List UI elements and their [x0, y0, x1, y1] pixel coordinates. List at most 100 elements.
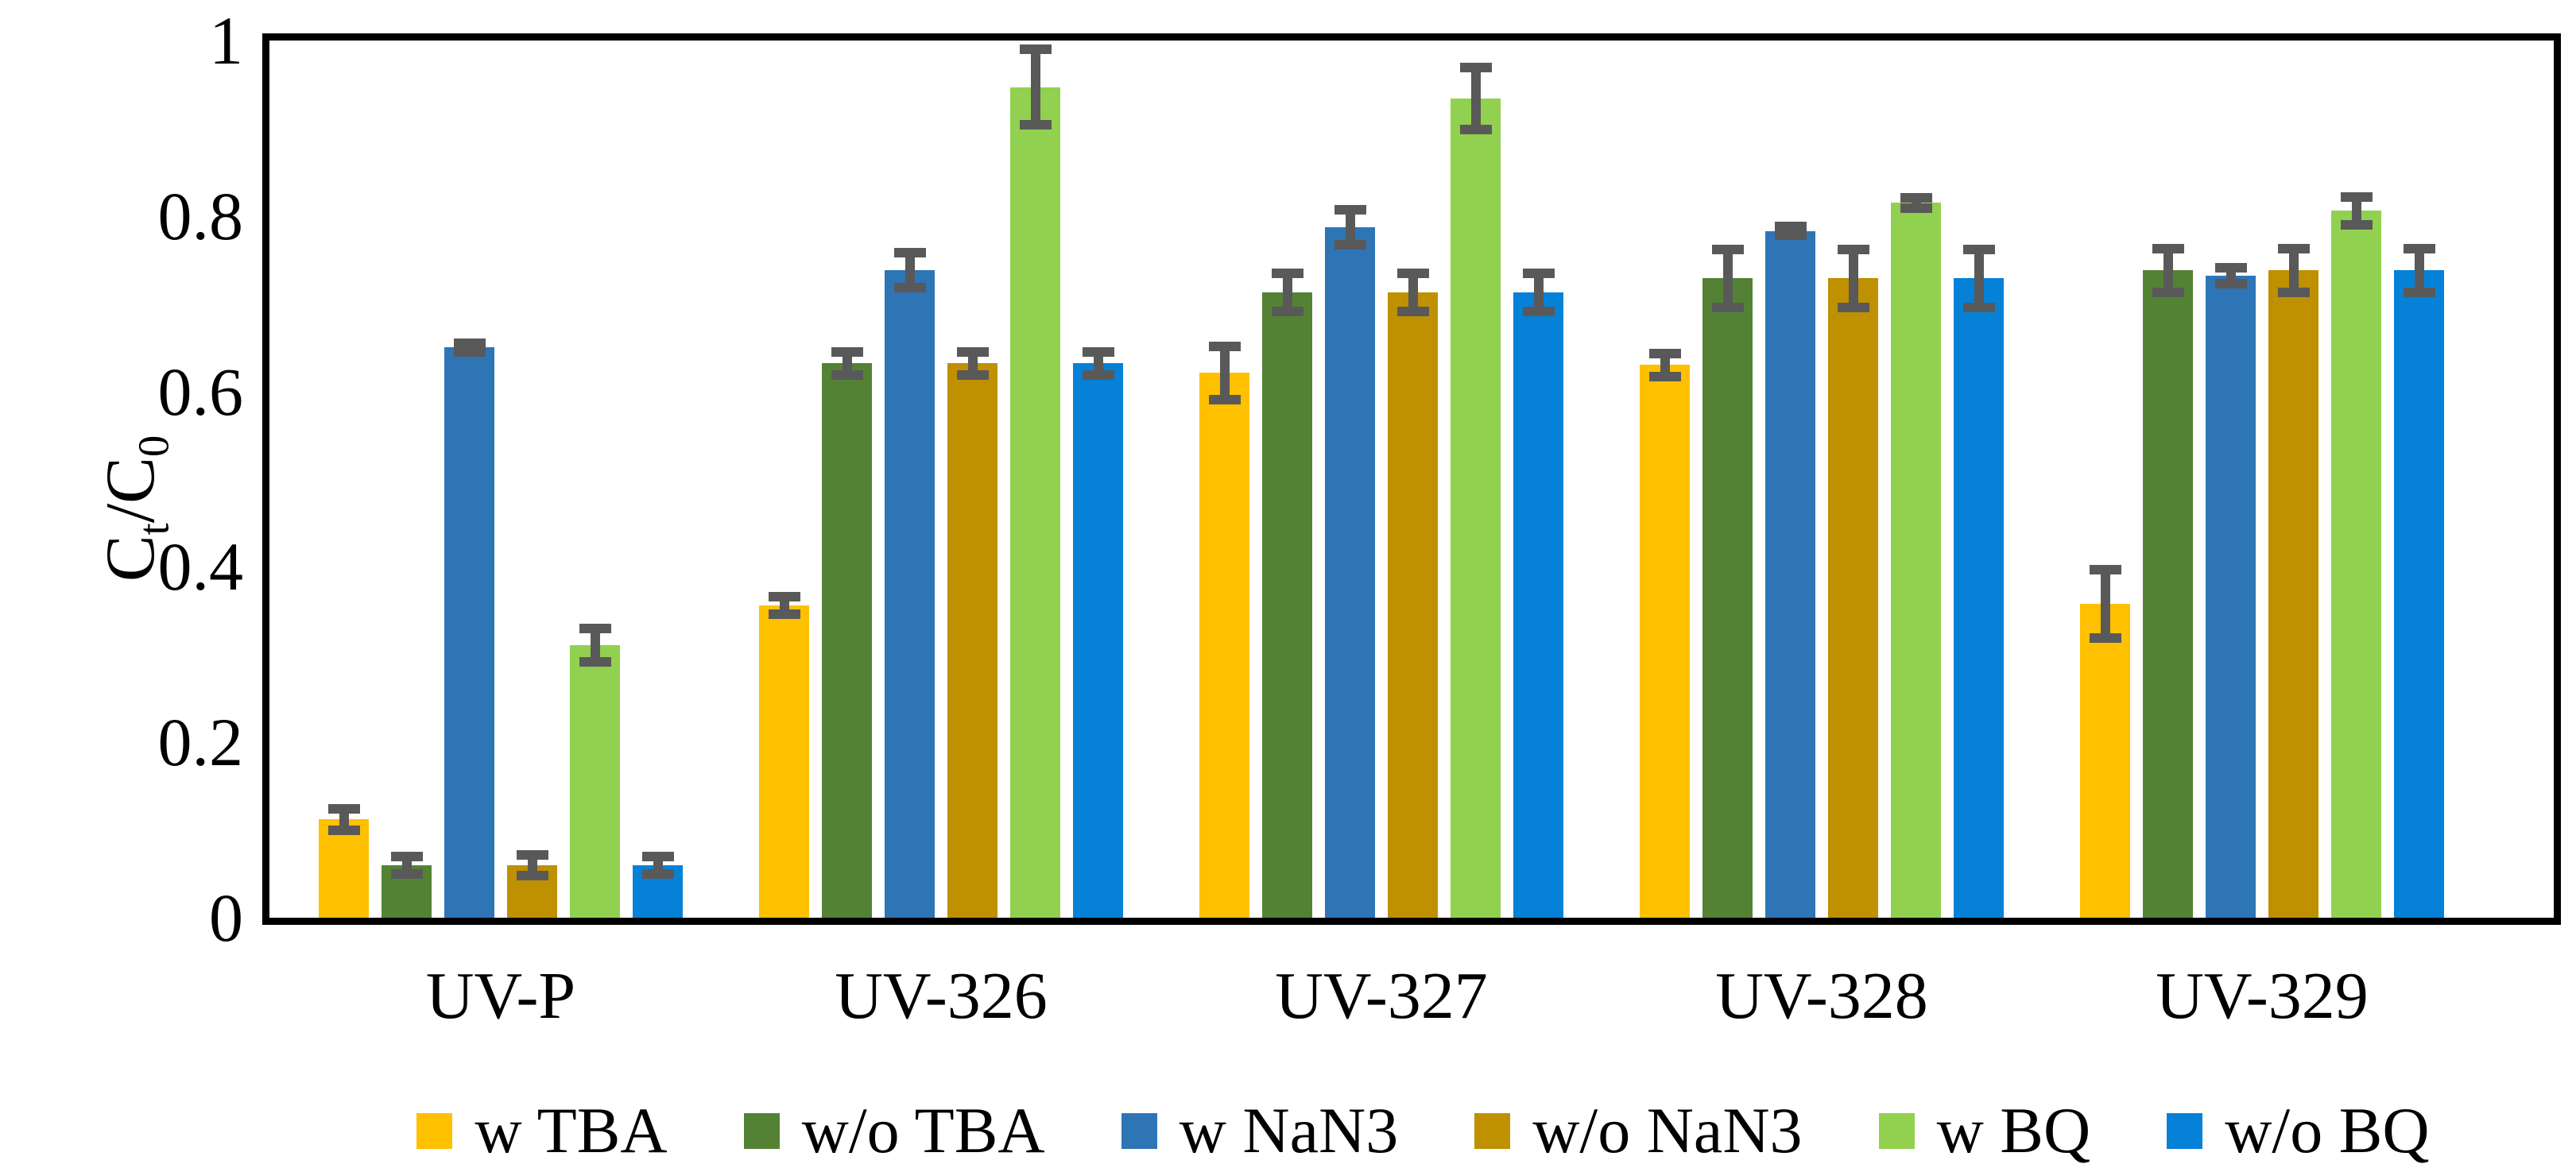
error-bar-line [590, 628, 600, 662]
bar [319, 819, 369, 918]
error-bar-cap [1962, 244, 1995, 254]
error-bar-cap [516, 871, 548, 880]
legend-swatch [1878, 1112, 1915, 1149]
error-bar-line [339, 809, 349, 830]
bar [759, 605, 809, 918]
error-bar-cap [1019, 119, 1052, 130]
x-category-label: UV-327 [1275, 959, 1488, 1033]
error-bar-line [1660, 354, 1670, 377]
error-bar-cap [327, 804, 360, 814]
error-bar-line [905, 253, 915, 288]
error-bar-line [1030, 49, 1040, 125]
error-bar-cap [1648, 349, 1681, 359]
error-bar-cap [2340, 191, 2373, 202]
error-bar-cap [453, 346, 486, 357]
x-category-label: UV-329 [2156, 959, 2369, 1033]
error-bar-cap [1271, 307, 1303, 317]
bar [1325, 227, 1375, 918]
error-bar-cap [1837, 302, 1869, 312]
bar [2080, 603, 2130, 918]
y-tick-label: 0.6 [157, 353, 244, 430]
error-bar-cap [831, 346, 863, 357]
error-bar-line [1282, 273, 1292, 312]
legend-label: w/o BQ [2225, 1094, 2430, 1166]
legend-item: w NaN3 [1121, 1095, 1398, 1166]
error-bar-cap [1774, 230, 1807, 241]
error-bar-cap [956, 369, 989, 380]
y-tick-label: 0.4 [157, 528, 244, 605]
error-bar-cap [1334, 205, 1366, 215]
error-bar-cap [2403, 287, 2435, 297]
error-bar-cap [2152, 287, 2184, 297]
error-bar-cap [2089, 564, 2121, 574]
y-tick-label: 0.2 [157, 704, 244, 781]
error-bar-line [527, 854, 537, 876]
bar [1262, 292, 1312, 918]
bar [1513, 292, 1563, 918]
error-bar-cap [516, 849, 548, 860]
error-bar-cap [1774, 222, 1807, 232]
legend-swatch [1474, 1112, 1511, 1149]
x-category-label: UV-326 [835, 959, 1048, 1033]
legend-label: w TBA [475, 1094, 668, 1166]
error-bar-cap [1082, 369, 1114, 380]
error-bar-cap [579, 623, 611, 633]
error-bar-line [842, 351, 852, 375]
error-bar-cap [1396, 268, 1429, 278]
legend-item: w/o BQ [2167, 1094, 2430, 1166]
error-bar-cap [1208, 394, 1241, 404]
bar [1010, 87, 1060, 918]
bar [1388, 292, 1438, 918]
bar [2331, 211, 2381, 918]
error-bar-cap [1522, 268, 1555, 278]
legend-item: w/o TBA [743, 1094, 1045, 1166]
error-bar-line [2351, 196, 2361, 225]
error-bar-line [2163, 248, 2173, 292]
bar [1891, 203, 1941, 918]
bar [947, 363, 997, 918]
bar [1640, 365, 1690, 918]
legend-swatch [416, 1112, 453, 1149]
error-bar-cap [831, 369, 863, 380]
error-bar-cap [390, 868, 423, 879]
error-bar-cap [1711, 244, 1744, 254]
error-bar-cap [956, 346, 989, 357]
legend: w TBA w/o TBA w NaN3 w/o NaN3 w BQ w/o BQ [270, 1095, 2576, 1166]
error-bar-cap [1208, 342, 1241, 352]
y-axis-title-subscript: 0 [129, 435, 178, 458]
error-bar-cap [1522, 307, 1555, 317]
x-category-label: UV-328 [1715, 959, 1928, 1033]
error-bar-line [2100, 569, 2110, 638]
error-bar-cap [2403, 243, 2435, 253]
bar [1954, 278, 2004, 918]
error-bar-cap [893, 283, 926, 293]
bar [1765, 230, 1815, 918]
error-bar-cap [1837, 244, 1869, 254]
error-bar-cap [1459, 124, 1492, 134]
error-bar-cap [2340, 219, 2373, 230]
bar [1073, 363, 1123, 918]
bar [1451, 98, 1501, 918]
y-tick-label: 0 [209, 880, 243, 956]
error-bar-line [1470, 68, 1481, 130]
error-bar-cap [1019, 44, 1052, 55]
bar [1702, 278, 1753, 918]
error-bar-line [1219, 346, 1230, 400]
error-bar-cap [453, 338, 486, 348]
x-category-label: UV-P [425, 959, 576, 1033]
legend-item: w BQ [1878, 1095, 2090, 1166]
error-bar-cap [893, 248, 926, 258]
error-bar-cap [1459, 63, 1492, 73]
error-bar-cap [1900, 203, 1932, 213]
bar [2206, 275, 2256, 918]
bar [1199, 373, 1249, 918]
error-bar-line [1848, 249, 1858, 307]
error-bar-cap [2277, 287, 2310, 297]
bar [1828, 278, 1878, 918]
legend-label: w/o TBA [801, 1094, 1045, 1166]
legend-item: w TBA [416, 1094, 668, 1166]
error-bar-cap [1900, 192, 1932, 203]
error-bar-cap [768, 591, 800, 601]
error-bar-cap [641, 868, 674, 879]
